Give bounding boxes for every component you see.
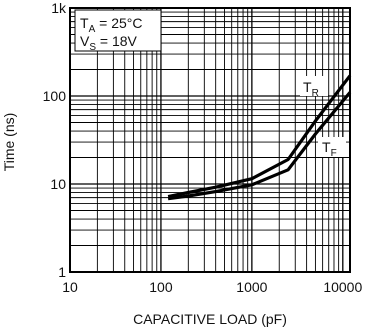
vs-condition: VS = 18V [80,33,138,53]
conditions-box-bg [74,9,162,52]
axes [69,7,351,273]
series-line-tr [167,74,352,199]
x-tick-label: 10 [62,279,78,295]
series-group [167,74,352,201]
y-tick-label: 1 [58,264,66,280]
series-line-tf [167,91,352,201]
y-tick-label: 1k [51,0,67,16]
series-label-tf-text: TF [322,139,337,159]
plot-frame [69,7,351,273]
series-label-tf-bg [318,137,346,157]
x-tick-label: 1000 [236,279,267,295]
y-axis-label: Time (ns) [1,113,17,172]
series-label-tr: TR [300,76,328,99]
series-label-tr-text: TR [303,79,319,99]
series-label-tr-bg [300,76,328,96]
y-tick-label: 100 [43,88,67,104]
series-label-tf: TF [318,137,346,159]
x-axis-label: CAPACITIVE LOAD (pF) [133,311,287,327]
y-tick-label: 10 [50,176,66,192]
conditions-box: TA = 25°C VS = 18V [74,9,162,53]
ta-condition: TA = 25°C [80,15,142,35]
x-tick-label: 10000 [323,279,362,295]
x-tick-label: 100 [149,279,173,295]
